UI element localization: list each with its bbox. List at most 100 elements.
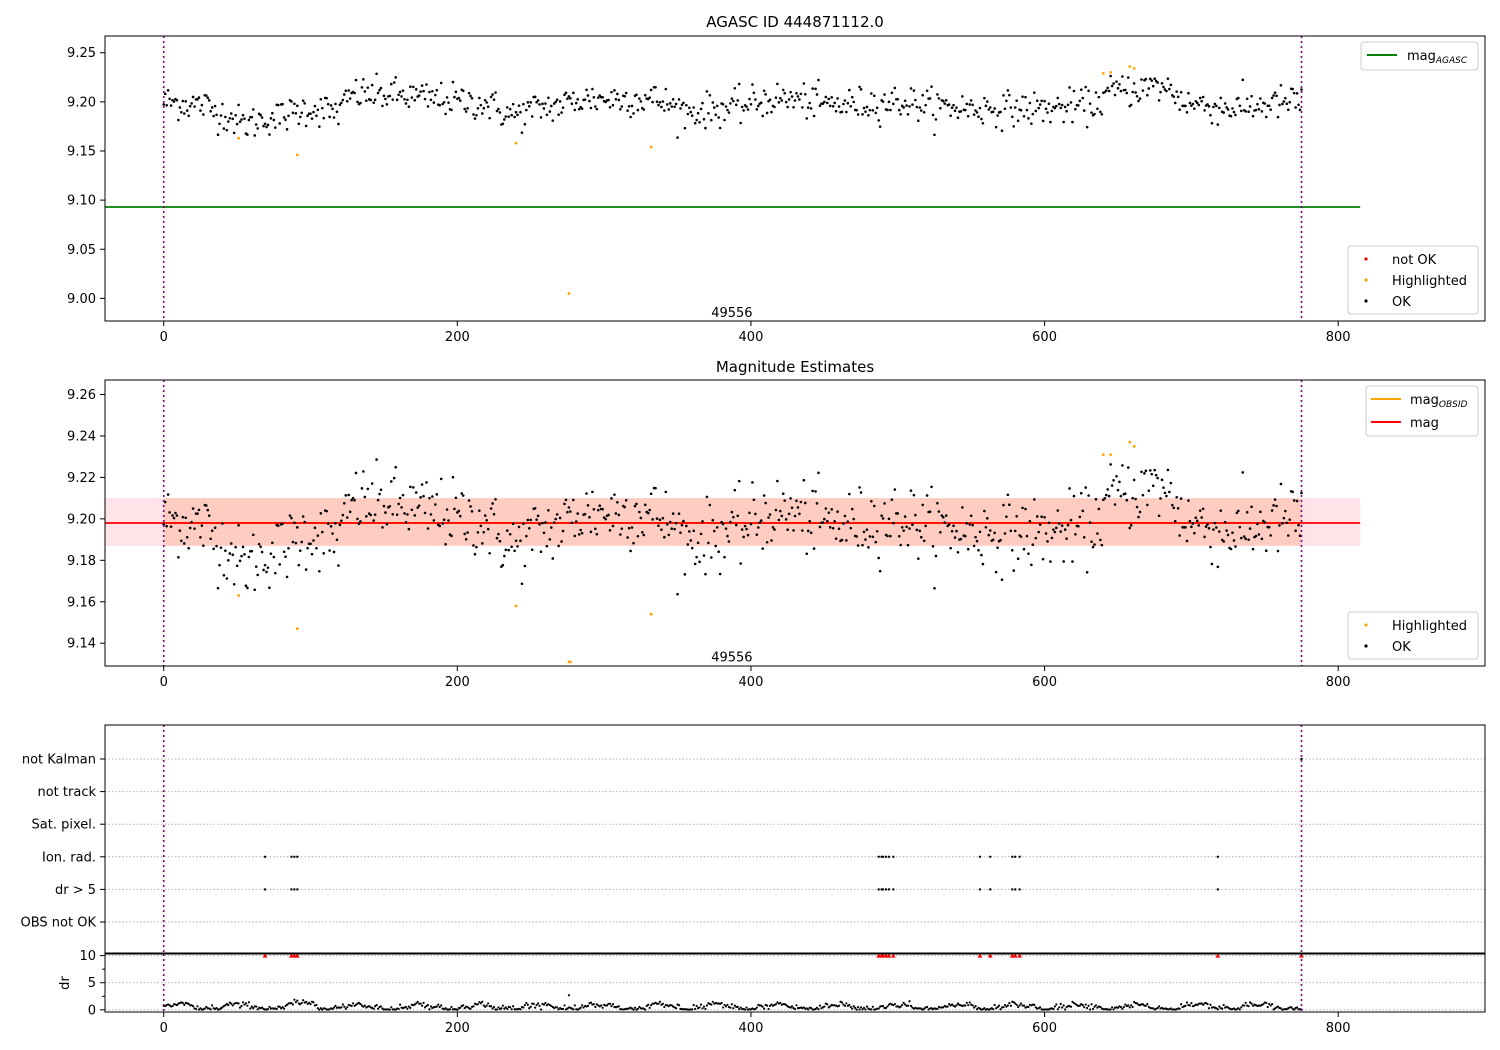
ok-point [758, 521, 762, 524]
ok-point [558, 516, 562, 520]
ok-point [372, 519, 375, 522]
ok-point [1027, 552, 1030, 555]
ok-point [793, 99, 797, 102]
legend-label-mag-obsid: magOBSID [1410, 393, 1468, 410]
ok-point [1031, 543, 1035, 546]
ok-point [501, 563, 505, 567]
ok-point [1049, 120, 1052, 124]
ok-point [507, 115, 511, 118]
ok-point [1078, 99, 1082, 103]
ok-point [547, 509, 550, 512]
ok-point [1237, 96, 1240, 100]
dr-point [1121, 1007, 1124, 1010]
ok-point [1148, 469, 1152, 472]
ok-point [950, 529, 954, 533]
ok-point [1269, 534, 1272, 537]
ok-point [1041, 119, 1045, 123]
dr-point [861, 1008, 864, 1011]
dr-point [1119, 1005, 1123, 1009]
dr-point [1083, 1006, 1086, 1009]
ok-point [485, 518, 489, 522]
ok-point [237, 524, 240, 527]
ok-point [971, 103, 974, 107]
dr-point [1279, 1007, 1283, 1010]
dr-point [855, 1008, 858, 1011]
x-tick-label: 200 [445, 330, 470, 345]
dr-point [534, 1006, 537, 1009]
dr-point [237, 1002, 240, 1005]
ok-point [200, 524, 204, 527]
flag-gridlines [105, 758, 1485, 923]
ok-point [271, 541, 274, 545]
dr-point [851, 1007, 854, 1010]
ok-point [188, 104, 192, 108]
ok-point [642, 108, 646, 111]
ok-point [306, 114, 309, 118]
ok-point [1037, 106, 1040, 110]
ok-point [972, 544, 976, 548]
ok-point [846, 520, 850, 523]
highlighted-point [514, 141, 518, 145]
dr-point [950, 1003, 954, 1006]
ok-point [216, 133, 220, 137]
ok-point [969, 514, 973, 518]
ok-point [683, 126, 687, 130]
ok-point [1216, 565, 1220, 569]
ok-point [522, 102, 525, 106]
ok-point [409, 85, 412, 88]
ok-point [1264, 549, 1268, 553]
dr-point [307, 1001, 311, 1004]
ok-point [607, 98, 610, 102]
ok-point [348, 97, 352, 100]
ok-point [708, 93, 712, 97]
ok-point [613, 89, 616, 92]
ok-point [544, 102, 547, 105]
dr-point [739, 1006, 742, 1009]
dr-point [946, 1005, 949, 1008]
ok-point [166, 493, 170, 496]
ok-point [353, 91, 356, 95]
ok-point [981, 122, 985, 125]
dr-point [611, 1003, 615, 1006]
ok-point [987, 108, 991, 111]
ok-point [451, 475, 455, 479]
flag-marker [263, 855, 267, 858]
dr-point [526, 1003, 529, 1006]
ok-point [1223, 102, 1227, 105]
ok-point [508, 532, 512, 536]
dr-point [1017, 1005, 1020, 1009]
dr-point [334, 1004, 337, 1007]
ok-point [409, 485, 412, 489]
dr-point [448, 1008, 452, 1011]
ok-point [343, 93, 346, 96]
ok-point [404, 102, 408, 105]
dr-point [967, 1004, 970, 1007]
ok-point [555, 513, 559, 516]
ok-point [513, 115, 516, 119]
dr-point [435, 1005, 438, 1008]
flag-marker [989, 888, 992, 891]
ok-point [1272, 94, 1275, 97]
ok-point [855, 535, 858, 538]
ok-point [896, 97, 900, 101]
dr-point [309, 1003, 312, 1006]
dr-point [647, 1003, 650, 1006]
ok-point [1060, 103, 1064, 107]
axes-frame [104, 35, 1486, 322]
ok-point [931, 113, 935, 117]
ok-point [505, 106, 509, 109]
ok-point [467, 499, 471, 502]
ok-point [328, 115, 331, 119]
ok-point [803, 93, 807, 96]
dr-point [249, 1007, 252, 1010]
ok-point [428, 496, 431, 500]
dr-point [244, 1002, 248, 1005]
dr-point [733, 1004, 736, 1007]
ok-point [343, 501, 346, 505]
dr-point [1059, 1002, 1062, 1006]
dr-point [503, 1007, 506, 1010]
dr-point [500, 1007, 503, 1010]
ok-point [1295, 92, 1299, 95]
ok-point [375, 72, 378, 76]
flag-marker [296, 888, 299, 891]
